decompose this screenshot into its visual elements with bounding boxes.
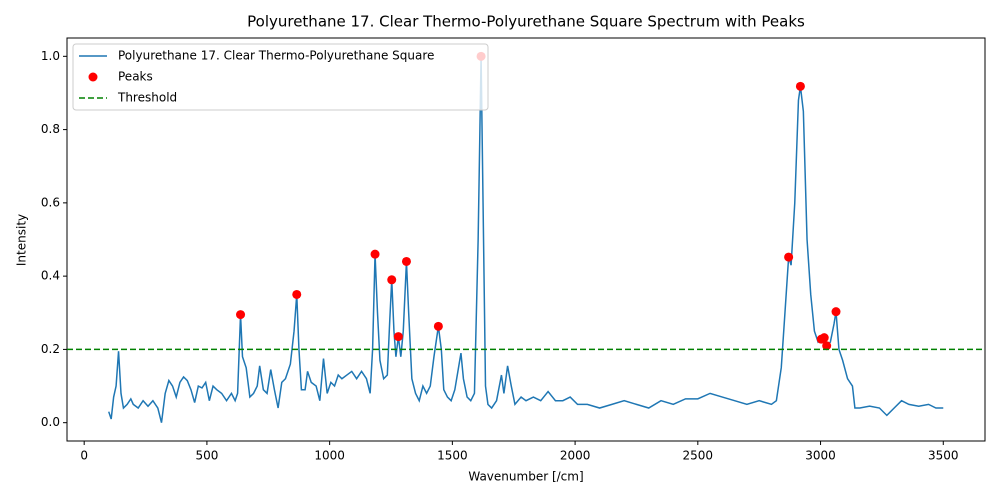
y-tick-label: 1.0 [41, 49, 60, 63]
peak-point [831, 307, 841, 317]
peak-point [784, 252, 794, 262]
x-tick-label: 500 [195, 449, 218, 463]
legend-label: Peaks [118, 70, 153, 84]
x-tick-label: 0 [80, 449, 88, 463]
y-tick-label: 0.2 [41, 342, 60, 356]
peak-point [387, 275, 397, 285]
y-tick-label: 0.4 [41, 269, 60, 283]
legend-marker [88, 72, 98, 82]
y-tick-label: 0.6 [41, 195, 60, 209]
chart-title: Polyurethane 17. Clear Thermo-Polyuretha… [247, 13, 805, 31]
y-axis-label: Intensity [15, 214, 29, 266]
x-axis-label: Wavenumber [/cm] [468, 470, 583, 484]
peak-point [822, 341, 832, 351]
plot-frame [66, 37, 986, 442]
peak-point [795, 81, 805, 91]
peak-point [236, 310, 246, 320]
peak-point [393, 332, 403, 342]
x-tick-label: 3000 [805, 449, 836, 463]
legend-label: Threshold [117, 91, 177, 105]
peak-point [370, 249, 380, 259]
y-tick-label: 0.0 [41, 415, 60, 429]
x-tick-label: 1500 [437, 449, 468, 463]
legend-box [72, 43, 489, 111]
x-tick-label: 1000 [314, 449, 345, 463]
peak-point [819, 333, 829, 343]
peak-point [433, 321, 443, 331]
y-tick-label: 0.8 [41, 122, 60, 136]
x-tick-label: 2000 [560, 449, 591, 463]
peak-point [401, 256, 411, 266]
x-tick-label: 3500 [928, 449, 959, 463]
legend-label: Polyurethane 17. Clear Thermo-Polyuretha… [118, 49, 434, 63]
spectrum-line [108, 56, 944, 423]
x-tick-label: 2500 [683, 449, 714, 463]
peak-point [292, 289, 302, 299]
